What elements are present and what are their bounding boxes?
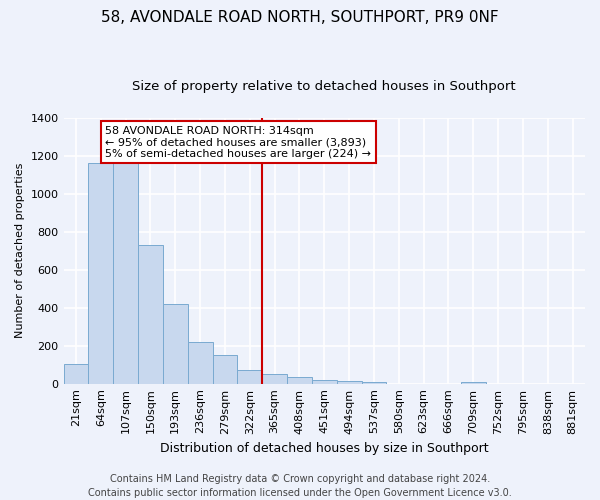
Bar [138,245,163,384]
Bar [461,382,485,384]
Bar [64,364,88,384]
Bar [88,164,113,384]
Bar [212,355,238,384]
X-axis label: Distribution of detached houses by size in Southport: Distribution of detached houses by size … [160,442,488,455]
Title: Size of property relative to detached houses in Southport: Size of property relative to detached ho… [133,80,516,93]
Bar [188,342,212,384]
Bar [287,377,312,384]
Bar [238,370,262,384]
Text: Contains HM Land Registry data © Crown copyright and database right 2024.
Contai: Contains HM Land Registry data © Crown c… [88,474,512,498]
Bar [362,382,386,384]
Text: 58 AVONDALE ROAD NORTH: 314sqm
← 95% of detached houses are smaller (3,893)
5% o: 58 AVONDALE ROAD NORTH: 314sqm ← 95% of … [105,126,371,159]
Bar [312,380,337,384]
Bar [163,304,188,384]
Bar [262,374,287,384]
Text: 58, AVONDALE ROAD NORTH, SOUTHPORT, PR9 0NF: 58, AVONDALE ROAD NORTH, SOUTHPORT, PR9 … [101,10,499,25]
Y-axis label: Number of detached properties: Number of detached properties [15,163,25,338]
Bar [337,381,362,384]
Bar [113,164,138,384]
